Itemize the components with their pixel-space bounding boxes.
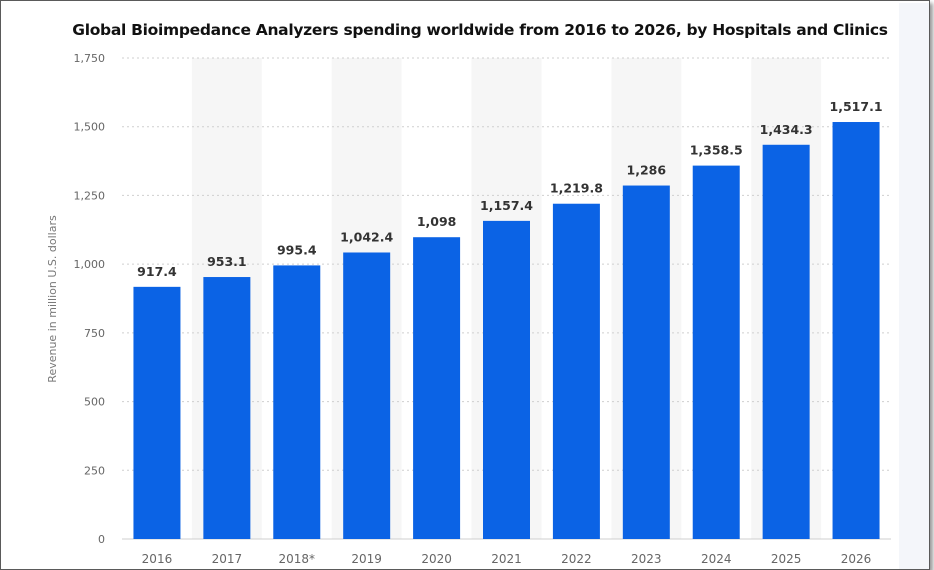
bars (133, 122, 880, 540)
y-axis-label: Revenue in million U.S. dollars (46, 215, 59, 383)
bar-value-label: 1,358.5 (690, 143, 743, 158)
y-tick-label: 1,000 (74, 258, 106, 271)
bar (133, 286, 181, 539)
bar (273, 265, 321, 539)
x-tick-label: 2022 (561, 552, 592, 566)
bar (413, 237, 461, 540)
bar-value-label: 917.4 (137, 264, 177, 279)
bar (552, 203, 600, 540)
y-tick-label: 500 (84, 396, 105, 409)
x-tick-label: 2023 (631, 552, 662, 566)
bar (483, 220, 530, 539)
y-tick-label: 1,250 (74, 189, 106, 202)
x-tick-label: 2016 (142, 552, 173, 566)
x-tick-label: 2026 (841, 552, 872, 566)
bar-value-label: 953.1 (207, 254, 247, 269)
y-tick-label: 250 (84, 464, 105, 477)
bar (622, 185, 670, 540)
bar-value-label: 1,286 (627, 163, 667, 178)
x-tick-label: 2025 (771, 552, 802, 566)
bar-value-labels: 917.4 953.1 995.4 1,042.4 1,098 1,157.4 1,219.… (137, 99, 882, 279)
bar-value-label: 995.4 (277, 242, 317, 257)
x-tick-label: 2020 (421, 552, 452, 566)
bar-value-label: 1,434.3 (760, 122, 813, 137)
bar-value-label: 1,157.4 (480, 198, 533, 213)
bar (762, 144, 810, 539)
bar (203, 277, 251, 539)
y-axis-ticks: 0 250 500 750 1,000 1,250 1,500 1,750 (74, 52, 106, 546)
y-tick-label: 1,500 (74, 121, 106, 134)
x-tick-label: 2024 (701, 552, 732, 566)
bar (692, 165, 740, 539)
chart-title: Global Bioimpedance Analyzers spending w… (72, 21, 888, 39)
x-tick-label: 2021 (491, 552, 522, 566)
x-tick-label: 2019 (351, 552, 382, 566)
x-tick-label: 2018* (278, 552, 315, 566)
bar-value-label: 1,042.4 (340, 229, 393, 244)
y-tick-label: 750 (84, 327, 105, 340)
bar (832, 122, 880, 540)
x-axis-ticks: 2016 2017 2018* 2019 2020 2021 2022 2023 2024 202… (142, 552, 872, 566)
y-tick-label: 0 (98, 533, 105, 546)
side-strip (899, 3, 929, 569)
bar-value-label: 1,517.1 (830, 99, 883, 114)
x-tick-label: 2017 (212, 552, 243, 566)
y-tick-label: 1,750 (74, 52, 106, 65)
bar-value-label: 1,219.8 (550, 181, 603, 196)
bar (343, 252, 391, 540)
bar-value-label: 1,098 (417, 214, 457, 229)
